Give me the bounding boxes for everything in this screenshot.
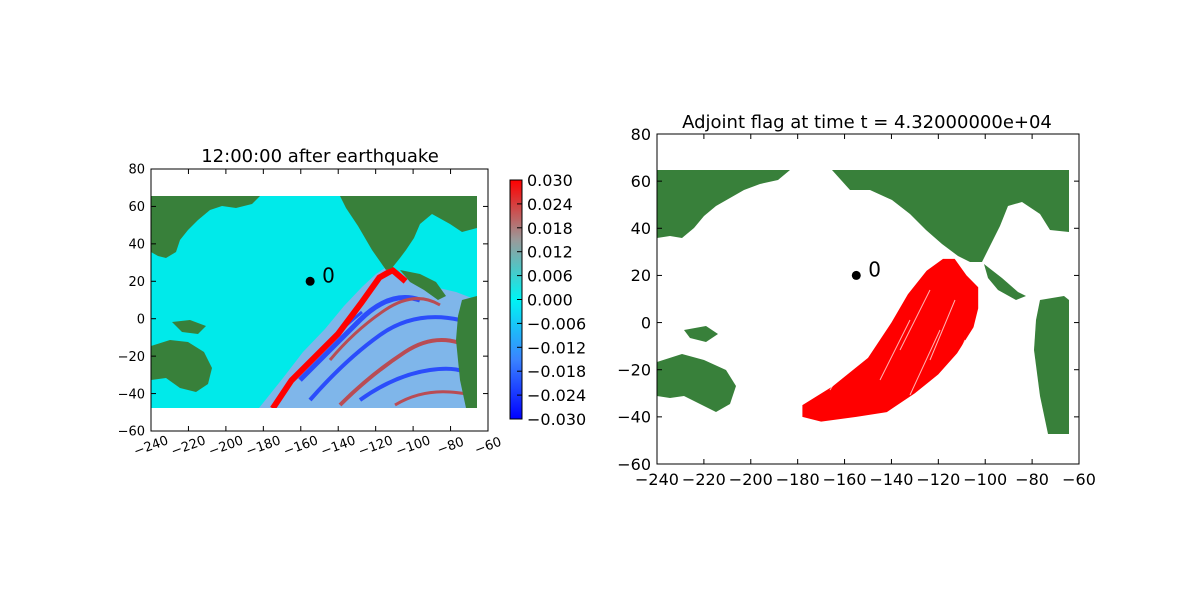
x-tick-label: −120 bbox=[356, 433, 395, 459]
y-tick-label: 0 bbox=[641, 313, 651, 332]
colorbar-tick-label: −0.006 bbox=[527, 314, 586, 333]
colorbar-tick-label: 0.018 bbox=[527, 219, 573, 238]
panel-a-colorbar: 0.030 0.024 0.018 0.012 0.006 0.000 −0.006 −0.0… bbox=[509, 171, 586, 429]
panel-a-title: 12:00:00 after earthquake bbox=[201, 146, 439, 167]
x-tick-label: −200 bbox=[729, 470, 773, 489]
panel-a-land bbox=[151, 196, 477, 408]
x-tick-label: −240 bbox=[635, 470, 679, 489]
panel-a-land-asia bbox=[151, 196, 260, 258]
y-tick-label: 40 bbox=[128, 238, 145, 253]
panel-b-title: Adjoint flag at time t = 4.32000000e+04 bbox=[682, 112, 1052, 133]
x-tick-label: −120 bbox=[916, 470, 960, 489]
x-tick-label: −60 bbox=[473, 435, 504, 458]
y-tick-label: 80 bbox=[128, 163, 145, 178]
panel-b-land bbox=[657, 170, 1069, 434]
x-tick-label: −180 bbox=[244, 433, 283, 459]
x-tick-label: −200 bbox=[207, 433, 246, 459]
colorbar-tick-label: −0.012 bbox=[527, 338, 586, 357]
y-tick-label: 60 bbox=[128, 200, 145, 215]
x-tick-label: −80 bbox=[1015, 470, 1049, 489]
y-tick-label: 80 bbox=[631, 125, 651, 144]
x-tick-label: −100 bbox=[963, 470, 1007, 489]
x-tick-label: −140 bbox=[319, 433, 358, 459]
x-tick-label: −220 bbox=[169, 433, 208, 459]
panel-b-map: 0 bbox=[657, 170, 1069, 434]
panel-b-x-ticks: −240 −220 −200 −180 −160 −140 −120 −100 −80 −60 bbox=[635, 134, 1096, 489]
colorbar-tick-label: 0.024 bbox=[527, 195, 573, 214]
panel-a-land-north-america bbox=[340, 196, 477, 270]
x-tick-label: −180 bbox=[776, 470, 820, 489]
y-tick-label: 20 bbox=[128, 275, 145, 290]
y-tick-label: −60 bbox=[118, 425, 145, 440]
panel-b-land-asia bbox=[657, 170, 790, 238]
colorbar-tick-label: −0.024 bbox=[527, 386, 586, 405]
x-tick-label: −140 bbox=[869, 470, 913, 489]
y-tick-label: −20 bbox=[617, 360, 651, 379]
panel-a: 12:00:00 after earthquake bbox=[118, 146, 587, 460]
y-tick-label: 20 bbox=[631, 266, 651, 285]
panel-b-flag-texture bbox=[829, 289, 986, 401]
panel-a-land-australia bbox=[151, 340, 212, 392]
panel-b-land-south-america bbox=[1034, 296, 1069, 434]
panel-b-axes-frame bbox=[656, 133, 1080, 465]
panel-a-gauge-label: 0 bbox=[322, 263, 335, 287]
panel-a-gauge-marker bbox=[305, 276, 315, 286]
colorbar-tick-label: 0.006 bbox=[527, 267, 573, 286]
panel-a-land-central-america bbox=[400, 270, 446, 300]
colorbar-tick-label: −0.018 bbox=[527, 362, 586, 381]
x-tick-label: −80 bbox=[435, 435, 466, 458]
panel-b-land-australia bbox=[657, 354, 736, 412]
y-tick-label: −40 bbox=[118, 387, 145, 402]
panel-b-land-north-america bbox=[832, 170, 1069, 262]
y-tick-label: −60 bbox=[617, 455, 651, 474]
colorbar-tick-label: 0.012 bbox=[527, 243, 573, 262]
panel-b-gauge-marker bbox=[851, 270, 861, 280]
panel-b: Adjoint flag at time t = 4.32000000e+04 … bbox=[617, 112, 1096, 489]
panel-b-gauge-label: 0 bbox=[868, 257, 881, 281]
panel-a-land-new-guinea bbox=[172, 320, 206, 334]
panel-b-land-new-guinea bbox=[684, 326, 718, 342]
x-tick-label: −100 bbox=[394, 433, 433, 459]
panel-a-axes-frame bbox=[150, 168, 489, 432]
y-tick-label: −20 bbox=[118, 350, 145, 365]
colorbar-tick-label: 0.000 bbox=[527, 291, 573, 310]
y-tick-label: 40 bbox=[631, 219, 651, 238]
colorbar-tick-label: 0.030 bbox=[527, 171, 573, 190]
x-tick-label: −220 bbox=[682, 470, 726, 489]
panel-a-wave-front bbox=[270, 267, 408, 408]
x-tick-label: −60 bbox=[1062, 470, 1096, 489]
colorbar-tick-label: −0.030 bbox=[527, 410, 586, 429]
y-tick-label: −40 bbox=[617, 408, 651, 427]
panel-b-flag-region bbox=[802, 258, 979, 422]
panel-a-land-south-america bbox=[456, 296, 477, 408]
panel-a-y-ticks: 80 60 40 20 0 −20 −40 −60 bbox=[118, 163, 488, 440]
panel-b-land-central-america bbox=[984, 264, 1026, 300]
colorbar-ticks: 0.030 0.024 0.018 0.012 0.006 0.000 −0.006 −0.0… bbox=[517, 171, 586, 429]
x-tick-label: −160 bbox=[823, 470, 867, 489]
y-tick-label: 60 bbox=[631, 172, 651, 191]
y-tick-label: 0 bbox=[137, 312, 145, 327]
panel-a-map: 0 bbox=[151, 196, 477, 408]
x-tick-label: −160 bbox=[282, 433, 321, 459]
panel-b-y-ticks: 80 60 40 20 0 −20 −40 −60 bbox=[617, 125, 1079, 474]
